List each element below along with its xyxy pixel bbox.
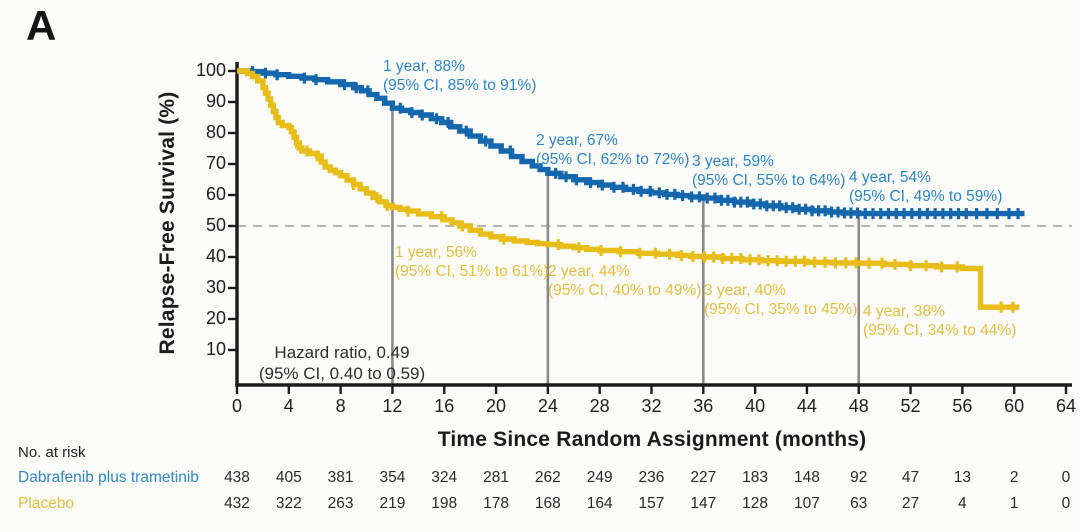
y-tick-label: 20	[205, 308, 226, 328]
annotation-line: 2 year, 44%	[548, 263, 630, 280]
x-tick-label: 12	[382, 396, 403, 416]
at-risk-count: 405	[275, 469, 302, 486]
annotation-line: Hazard ratio, 0.49	[274, 343, 410, 362]
at-risk-count: 63	[850, 495, 868, 512]
y-tick-label: 30	[205, 277, 226, 297]
annotation-hazard-ratio: Hazard ratio, 0.49 (95% CI, 0.40 to 0.59)	[236, 342, 448, 384]
y-tick-label: 10	[205, 339, 226, 359]
y-tick-label: 100	[195, 60, 226, 80]
at-risk-count: 148	[793, 469, 820, 486]
x-tick-label: 48	[848, 396, 869, 416]
y-tick-label: 60	[205, 184, 226, 204]
y-axis-title: Relapse-Free Survival (%)	[156, 91, 179, 355]
x-tick-label: 64	[1055, 396, 1076, 416]
x-tick-label: 56	[952, 396, 973, 416]
at-risk-count: 281	[483, 469, 509, 486]
at-risk-count: 47	[901, 469, 920, 486]
annotation-line: 1 year, 56%	[395, 244, 477, 261]
at-risk-count: 262	[534, 469, 561, 486]
at-risk-count: 249	[586, 469, 613, 486]
annotation-line: 3 year, 59%	[692, 153, 774, 170]
annotation-line: (95% CI, 49% to 59%)	[849, 188, 1003, 206]
y-tick-label: 80	[205, 122, 226, 142]
at-risk-count: 27	[901, 495, 920, 512]
at-risk-count: 128	[742, 495, 769, 512]
annotation-line: 3 year, 40%	[704, 282, 786, 299]
annotation-line: 2 year, 67%	[536, 132, 618, 149]
at-risk-header: No. at risk	[18, 444, 86, 461]
annotation-yellow-1yr: 1 year, 56% (95% CI, 51% to 61%)	[395, 243, 548, 281]
at-risk-count: 168	[534, 495, 561, 512]
at-risk-count: 227	[690, 469, 717, 486]
at-risk-count: 164	[586, 495, 613, 512]
at-risk-count: 2	[1009, 469, 1019, 486]
annotation-line: (95% CI, 40% to 49%)	[548, 282, 702, 300]
annotation-line: 4 year, 38%	[863, 303, 945, 320]
annotation-line: (95% CI, 34% to 44%)	[863, 322, 1017, 340]
at-risk-count: 219	[379, 495, 406, 512]
at-risk-count: 0	[1061, 469, 1071, 486]
annotation-line: (95% CI, 55% to 64%)	[692, 172, 846, 190]
annotation-line: (95% CI, 0.40 to 0.59)	[258, 364, 426, 384]
at-risk-count: 381	[327, 469, 354, 486]
x-tick-label: 44	[796, 396, 817, 416]
x-tick-label: 20	[486, 396, 507, 416]
x-tick-label: 4	[283, 396, 294, 416]
x-tick-label: 8	[335, 396, 346, 416]
annotation-blue-1yr: 1 year, 88% (95% CI, 85% to 91%)	[383, 57, 536, 95]
at-risk-count: 147	[690, 495, 717, 512]
at-risk-count: 0	[1061, 495, 1071, 512]
at-risk-label-placebo: Placebo	[18, 495, 75, 512]
x-tick-label: 16	[434, 396, 455, 416]
annotation-blue-2yr: 2 year, 67% (95% CI, 62% to 72%)	[536, 131, 689, 169]
at-risk-count: 92	[850, 469, 868, 486]
at-risk-count: 107	[793, 495, 820, 512]
y-tick-label: 50	[205, 215, 226, 235]
at-risk-count: 263	[327, 495, 354, 512]
annotation-line: 4 year, 54%	[849, 169, 931, 186]
at-risk-count: 157	[638, 495, 665, 512]
annotation-yellow-3yr: 3 year, 40% (95% CI, 35% to 45%)	[704, 281, 857, 319]
annotation-line: 1 year, 88%	[383, 58, 465, 75]
at-risk-count: 1	[1009, 495, 1019, 512]
x-tick-label: 40	[745, 396, 766, 416]
at-risk-count: 4	[958, 495, 967, 512]
x-tick-label: 36	[693, 396, 714, 416]
annotation-blue-3yr: 3 year, 59% (95% CI, 55% to 64%)	[692, 152, 845, 190]
annotation-blue-4yr: 4 year, 54% (95% CI, 49% to 59%)	[849, 168, 1002, 206]
annotation-line: (95% CI, 51% to 61%)	[395, 263, 549, 281]
y-tick-label: 90	[205, 91, 226, 111]
x-tick-label: 32	[641, 396, 662, 416]
at-risk-count: 236	[638, 469, 665, 486]
x-tick-label: 24	[537, 396, 558, 416]
annotation-yellow-4yr: 4 year, 38% (95% CI, 34% to 44%)	[863, 302, 1016, 340]
x-tick-label: 28	[589, 396, 610, 416]
at-risk-count: 183	[742, 469, 769, 486]
annotation-line: (95% CI, 85% to 91%)	[383, 77, 537, 95]
at-risk-count: 178	[483, 495, 509, 512]
at-risk-count: 13	[953, 469, 971, 486]
at-risk-count: 324	[431, 469, 458, 486]
at-risk-count: 432	[224, 495, 250, 512]
x-tick-label: 52	[900, 396, 921, 416]
panel-label: A	[26, 2, 57, 49]
x-tick-label: 0	[231, 396, 242, 416]
annotation-line: (95% CI, 35% to 45%)	[704, 301, 858, 319]
x-axis-title: Time Since Random Assignment (months)	[437, 428, 867, 451]
y-tick-label: 40	[205, 246, 226, 266]
x-tick-label: 60	[1004, 396, 1025, 416]
at-risk-count: 438	[224, 469, 250, 486]
at-risk-count: 198	[431, 495, 458, 512]
y-tick-label: 70	[205, 153, 226, 173]
annotation-line: (95% CI, 62% to 72%)	[536, 151, 690, 169]
at-risk-label-dabrafenib: Dabrafenib plus trametinib	[18, 469, 199, 486]
annotation-yellow-2yr: 2 year, 44% (95% CI, 40% to 49%)	[548, 262, 701, 300]
at-risk-count: 354	[379, 469, 406, 486]
at-risk-count: 322	[275, 495, 302, 512]
